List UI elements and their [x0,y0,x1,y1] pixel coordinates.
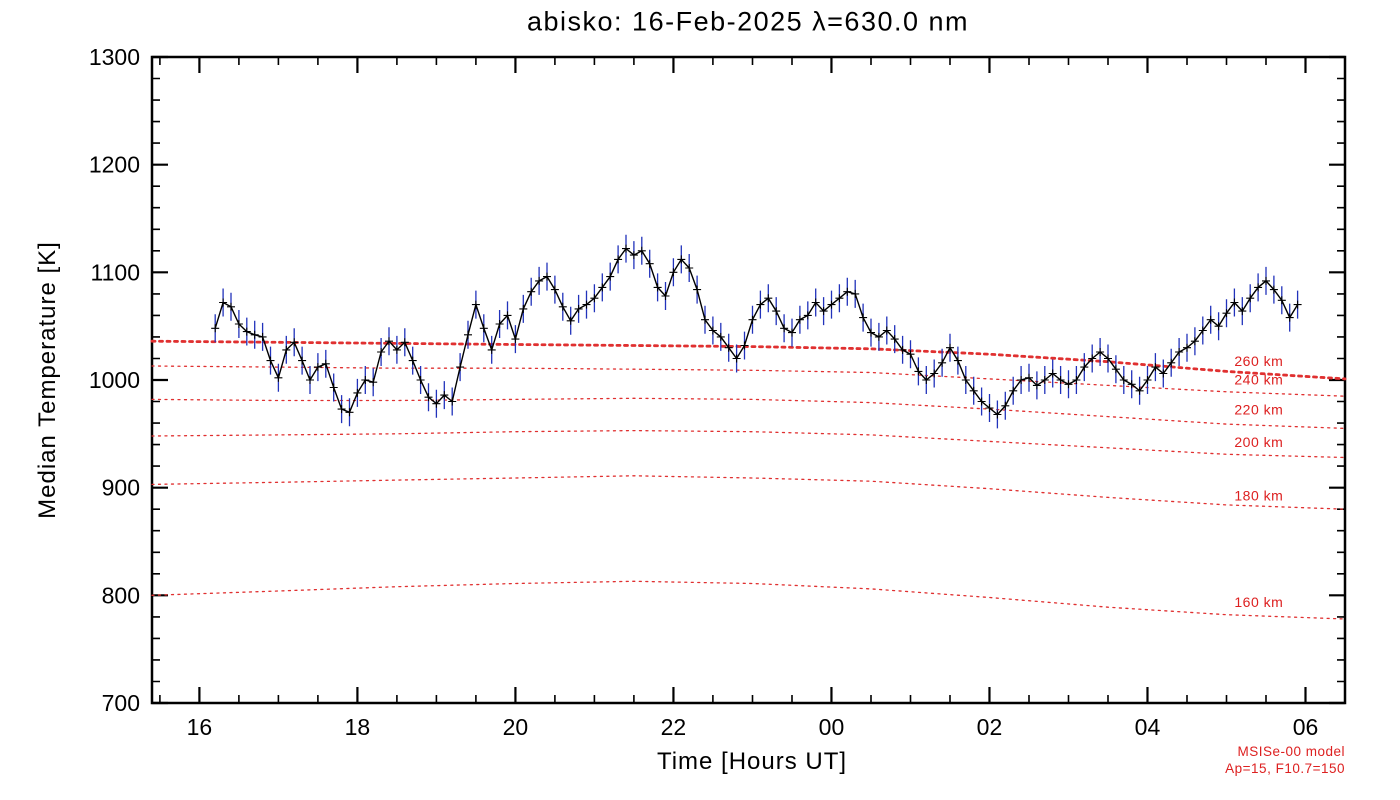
x-tick-label: 18 [345,714,371,740]
data-line [214,247,1299,416]
chart-title: abisko: 16-Feb-2025 λ=630.0 nm [527,6,969,37]
y-tick-label: 1200 [89,152,140,178]
model-footnote: MSISe-00 model Ap=15, F10.7=150 [1225,743,1345,777]
model-curve-label: 160 km [1234,594,1283,610]
y-tick-label: 900 [102,475,140,501]
data-point-markers [211,244,1302,419]
model-curve-label: 240 km [1234,371,1283,387]
x-tick-label: 16 [187,714,213,740]
y-tick-label: 1000 [89,367,140,393]
minor-ticks [152,57,1346,703]
model-curve-200-km [151,429,1346,459]
model-name-text: MSISe-00 model [1237,744,1345,759]
y-tick-label: 1300 [89,44,140,70]
model-curve-220-km [151,397,1346,430]
x-tick-label: 20 [503,714,529,740]
y-tick-label: 700 [102,690,140,716]
model-curve-label: 220 km [1234,401,1283,417]
model-params-text: Ap=15, F10.7=150 [1225,761,1345,776]
x-tick-label: 04 [1135,714,1161,740]
y-tick-label: 800 [102,582,140,608]
model-curve-label: 200 km [1234,434,1283,450]
model-curve-160-km [151,580,1346,620]
y-tick-label: 1100 [91,259,140,285]
model-curve-label: 180 km [1234,488,1283,504]
model-curve-label: 260 km [1234,353,1283,369]
y-axis-label: Median Temperature [K] [34,241,61,519]
x-tick-label: 22 [661,714,687,740]
model-curve-260-km [150,339,1347,381]
x-tick-label: 06 [1293,714,1319,740]
x-tick-label: 00 [819,714,845,740]
x-axis-label: Time [Hours UT] [656,748,848,775]
model-curve-180-km [151,475,1346,510]
x-tick-label: 02 [977,714,1003,740]
